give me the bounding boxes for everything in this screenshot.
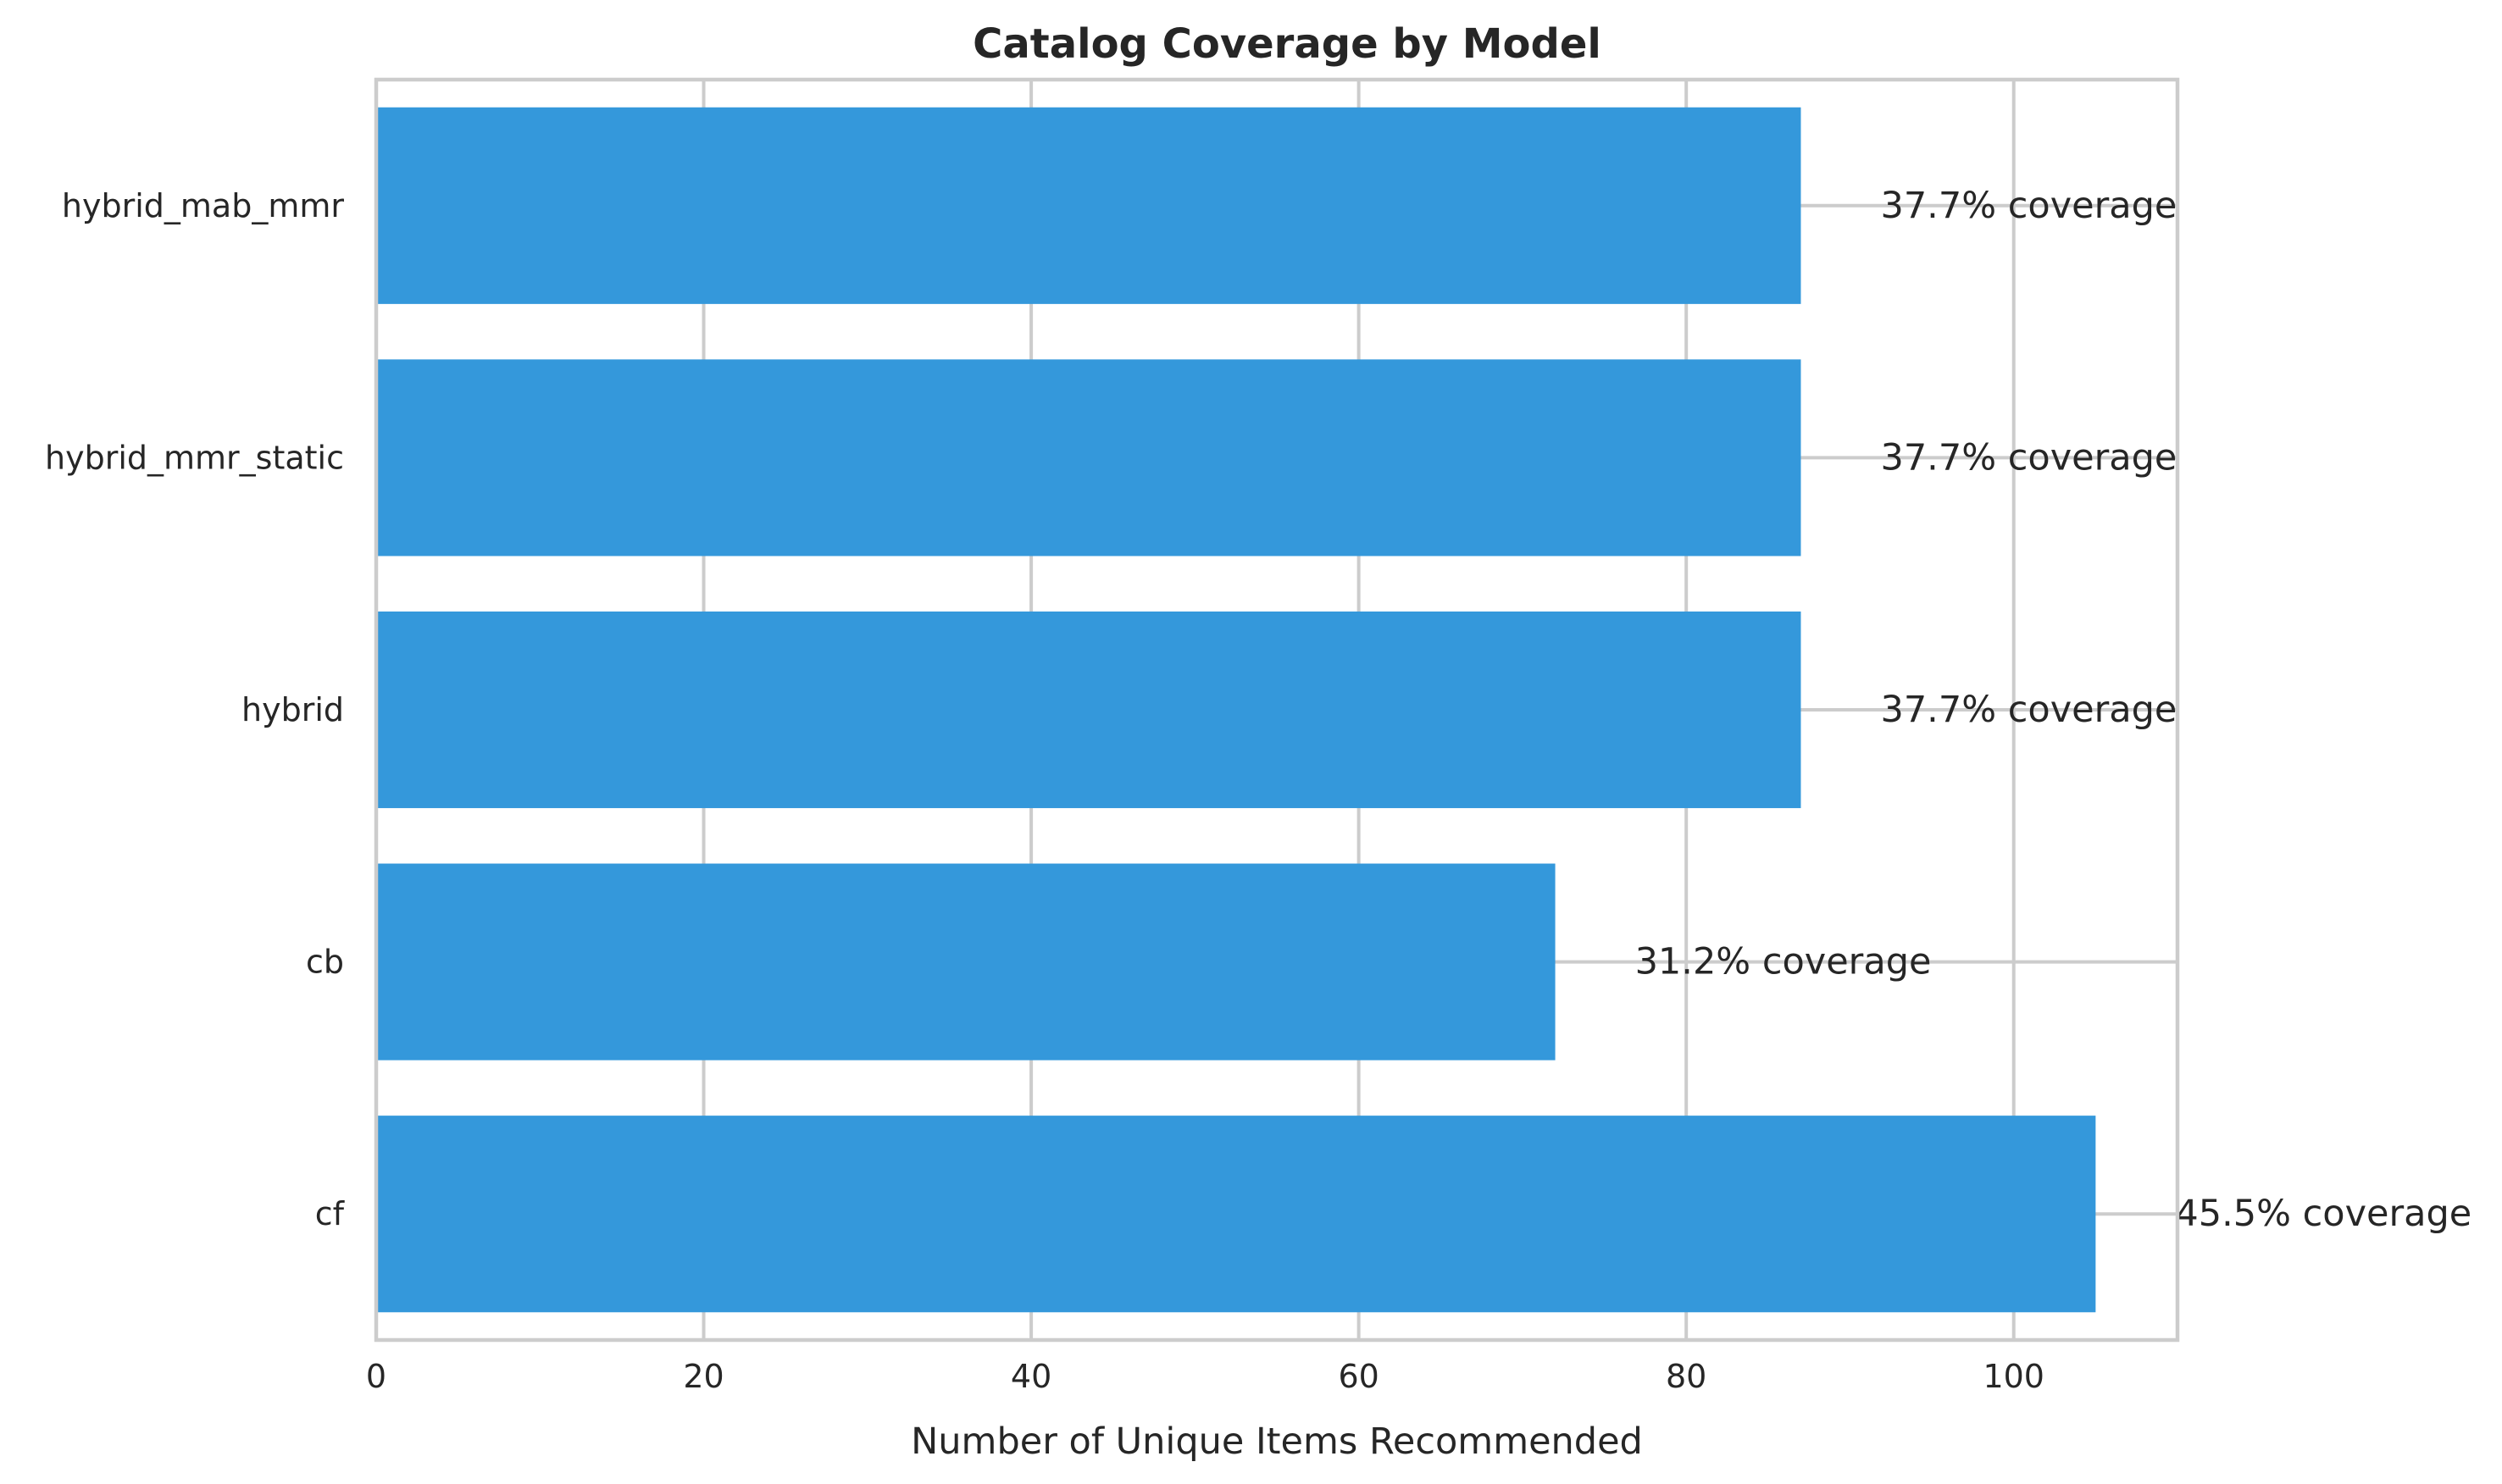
x-tick-label: 40 <box>1011 1358 1051 1395</box>
y-tick-label-hybrid_mab_mmr: hybrid_mab_mmr <box>62 187 344 224</box>
bar-cf <box>376 1116 2096 1313</box>
bar-cb <box>376 863 1556 1060</box>
x-tick-label: 20 <box>683 1358 724 1395</box>
x-tick-label: 80 <box>1666 1358 1706 1395</box>
x-tick-label: 60 <box>1338 1358 1379 1395</box>
bar-hybrid_mmr_static <box>376 359 1801 556</box>
x-tick-labels: 0 20 40 60 80 100 <box>366 1358 2044 1395</box>
data-label-cf: 45.5% coverage <box>2175 1193 2471 1235</box>
y-tick-label-cf: cf <box>315 1195 346 1232</box>
bar-hybrid <box>376 611 1801 809</box>
x-tick-label: 100 <box>1983 1358 2044 1395</box>
data-label-cb: 31.2% coverage <box>1635 941 1932 983</box>
x-axis-label: Number of Unique Items Recommended <box>911 1420 1643 1463</box>
data-label-hybrid_mmr_static: 37.7% coverage <box>1880 436 2177 479</box>
y-tick-labels: cf cb hybrid hybrid_mmr_static hybrid_mab_mm… <box>45 187 346 1232</box>
bar-hybrid_mab_mmr <box>376 107 1801 304</box>
data-label-hybrid_mab_mmr: 37.7% coverage <box>1880 185 2177 227</box>
chart-title: Catalog Coverage by Model <box>973 20 1601 68</box>
data-labels: 45.5% coverage 31.2% coverage 37.7% covera… <box>1635 185 2472 1235</box>
data-label-hybrid: 37.7% coverage <box>1880 689 2177 731</box>
y-tick-label-hybrid_mmr_static: hybrid_mmr_static <box>45 439 344 476</box>
x-tick-label: 0 <box>366 1358 386 1395</box>
plot-frame <box>374 77 2180 1343</box>
y-tick-label-cb: cb <box>306 944 344 981</box>
bars <box>376 107 2096 1313</box>
y-tick-label-hybrid: hybrid <box>241 691 344 728</box>
